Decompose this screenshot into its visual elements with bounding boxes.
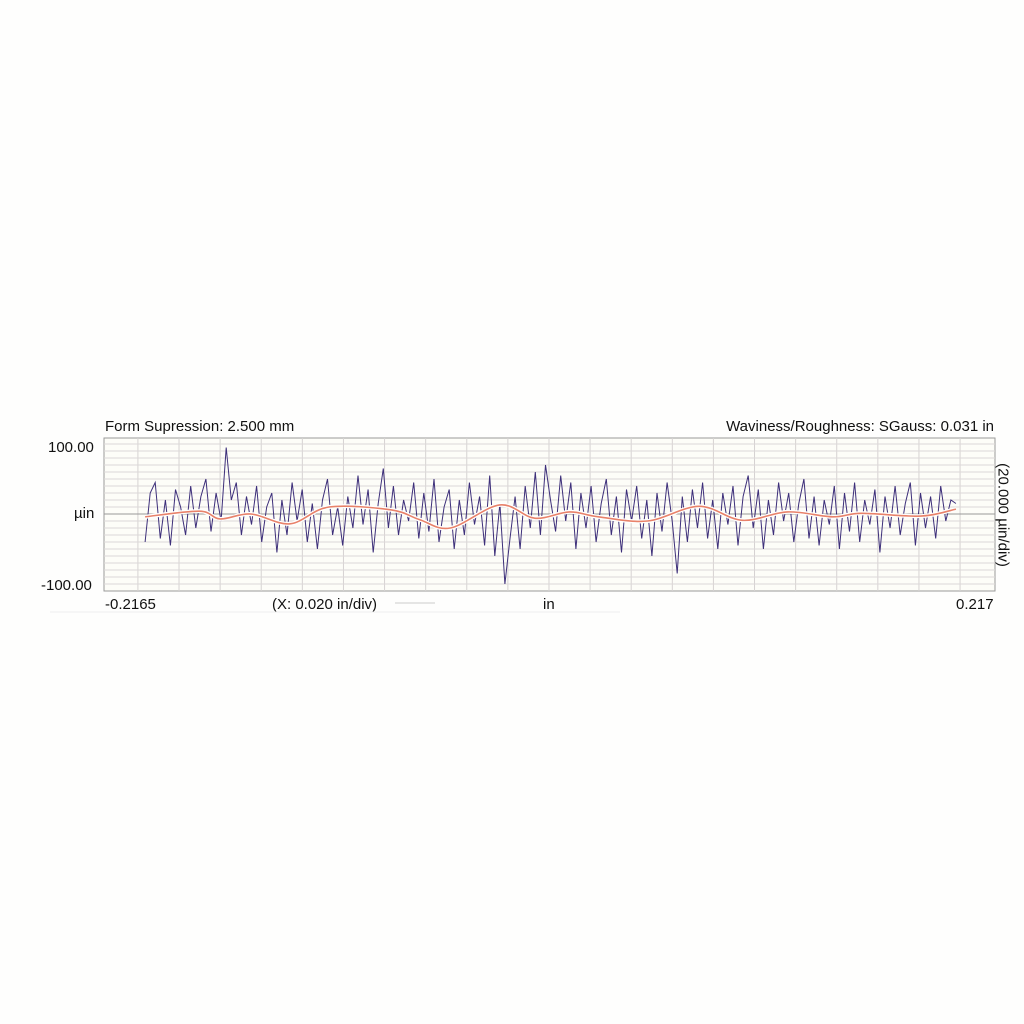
waviness-line: [145, 504, 957, 530]
title-right: Waviness/Roughness: SGauss: 0.031 in: [726, 418, 994, 435]
y-tick-bottom: -100.00: [41, 577, 92, 594]
x-axis-label: in: [543, 596, 555, 613]
x-scale-label: (X: 0.020 in/div): [272, 596, 378, 613]
x-tick-right: 0.217: [956, 596, 994, 613]
y-axis-label: µin: [74, 505, 95, 522]
roughness-line: [144, 447, 957, 585]
y-tick-top: 100.00: [48, 439, 94, 456]
x-tick-left: -0.2165: [105, 596, 156, 613]
title-left: Form Supression: 2.500 mm: [105, 418, 295, 435]
